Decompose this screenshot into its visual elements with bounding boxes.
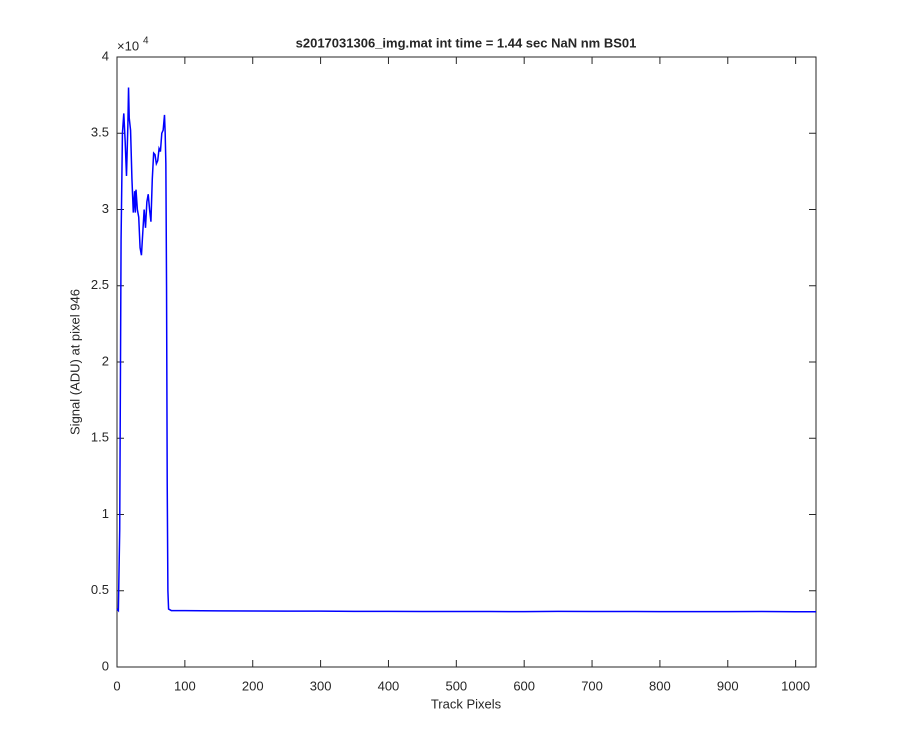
chart-title: s2017031306_img.mat int time = 1.44 sec … [296, 35, 637, 50]
x-tick-label: 0 [113, 678, 120, 693]
data-line [116, 87, 816, 613]
x-tick-label: 200 [242, 678, 264, 693]
x-axis-label: Track Pixels [431, 696, 502, 711]
axes-box [116, 56, 817, 668]
x-tick-label: 500 [445, 678, 467, 693]
x-tick-label: 800 [649, 678, 671, 693]
x-tick-label: 300 [310, 678, 332, 693]
y-tick-label: 2.5 [91, 277, 109, 292]
x-tick-label: 700 [581, 678, 603, 693]
y-multiplier-exponent: 4 [143, 36, 149, 47]
x-tick-label: 900 [717, 678, 739, 693]
y-tick-label: 1 [102, 506, 109, 521]
y-tick-label: 3 [102, 201, 109, 216]
y-tick-label: 0 [102, 658, 109, 673]
y-axis-label: Signal (ADU) at pixel 946 [67, 289, 82, 435]
y-tick-label: 4 [102, 48, 109, 63]
x-tick-label: 1000 [781, 678, 810, 693]
y-tick-label: 1.5 [91, 430, 109, 445]
x-tick-label: 400 [378, 678, 400, 693]
x-tick-label: 600 [513, 678, 535, 693]
x-tick-label: 100 [174, 678, 196, 693]
y-tick-label: 3.5 [91, 125, 109, 140]
y-multiplier-base: ×10 [117, 38, 139, 53]
y-tick-label: 0.5 [91, 582, 109, 597]
y-tick-label: 2 [102, 353, 109, 368]
